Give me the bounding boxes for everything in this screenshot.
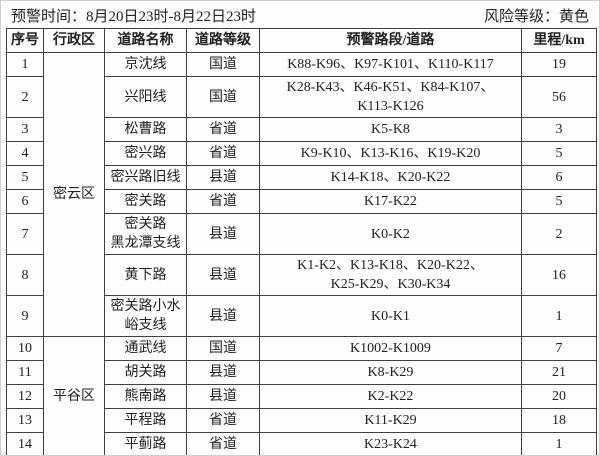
cell-road-name: 黄下路 bbox=[104, 254, 187, 296]
cell-mileage: 16 bbox=[521, 254, 597, 296]
cell-road-grade: 县道 bbox=[186, 360, 260, 385]
cell-district: 平谷区 bbox=[43, 336, 105, 455]
cell-warning-segments: K14-K18、K20-K22 bbox=[259, 165, 522, 190]
cell-road-grade: 县道 bbox=[186, 254, 260, 296]
cell-serial-number: 4 bbox=[6, 141, 44, 166]
table-row: 3 松曹路 省道 K5-K8 3 bbox=[6, 117, 597, 142]
cell-road-grade: 县道 bbox=[186, 213, 260, 255]
table-row: 6 密关路 省道 K17-K22 5 bbox=[6, 189, 597, 214]
cell-warning-segments: K8-K29 bbox=[259, 360, 522, 385]
title-bar: 预警时间：8月20日23时-8月22日23时 风险等级：黄色 bbox=[1, 1, 599, 28]
column-header-3: 道路名称 bbox=[104, 28, 187, 53]
cell-mileage: 5 bbox=[521, 189, 597, 214]
cell-road-grade: 县道 bbox=[186, 384, 260, 409]
warning-table: 序号 行政区 道路名称 道路等级 预警路段/道路 里程/km 1 密云区 京沈线 国道 K88-K… bbox=[6, 28, 597, 455]
warning-time-label: 预警时间：8月20日23时-8月22日23时 bbox=[11, 9, 256, 25]
table-row: 12 熊南路 县道 K2-K22 20 bbox=[6, 384, 597, 409]
column-header-1: 序号 bbox=[6, 28, 44, 53]
cell-road-name: 胡关路 bbox=[104, 360, 187, 385]
cell-road-grade: 省道 bbox=[186, 141, 260, 166]
risk-level-label: 风险等级：黄色 bbox=[483, 9, 589, 25]
cell-road-grade: 省道 bbox=[186, 408, 260, 433]
cell-serial-number: 5 bbox=[6, 165, 44, 190]
cell-road-name: 密兴路旧线 bbox=[104, 165, 187, 190]
cell-road-name: 松曹路 bbox=[104, 117, 187, 142]
cell-serial-number: 12 bbox=[6, 384, 44, 409]
cell-warning-segments: K0-K2 bbox=[259, 213, 522, 255]
column-header-4: 道路等级 bbox=[186, 28, 260, 53]
cell-serial-number: 11 bbox=[6, 360, 44, 385]
cell-warning-segments: K23-K24 bbox=[259, 432, 522, 455]
cell-serial-number: 2 bbox=[6, 76, 44, 118]
cell-road-name: 兴阳线 bbox=[104, 76, 187, 118]
table-row: 4 密兴路 省道 K9-K10、K13-K16、K19-K20 5 bbox=[6, 141, 597, 166]
cell-mileage: 56 bbox=[521, 76, 597, 118]
cell-warning-segments: K1-K2、K13-K18、K20-K22、 K25-K29、K30-K34 bbox=[259, 254, 522, 296]
cell-road-name: 通武线 bbox=[104, 336, 187, 361]
cell-serial-number: 1 bbox=[6, 52, 44, 77]
cell-mileage: 1 bbox=[521, 295, 597, 337]
cell-road-name: 密兴路 bbox=[104, 141, 187, 166]
cell-serial-number: 7 bbox=[6, 213, 44, 255]
table-row: 7 密关路 黑龙潭支线 县道 K0-K2 2 bbox=[6, 213, 597, 255]
cell-mileage: 2 bbox=[521, 213, 597, 255]
table-row: 5 密兴路旧线 县道 K14-K18、K20-K22 6 bbox=[6, 165, 597, 190]
cell-mileage: 18 bbox=[521, 408, 597, 433]
column-header-5: 预警路段/道路 bbox=[259, 28, 522, 53]
table-row: 14 平蓟路 省道 K23-K24 1 bbox=[6, 432, 597, 455]
cell-warning-segments: K17-K22 bbox=[259, 189, 522, 214]
cell-serial-number: 3 bbox=[6, 117, 44, 142]
cell-warning-segments: K2-K22 bbox=[259, 384, 522, 409]
table-row: 1 密云区 京沈线 国道 K88-K96、K97-K101、K110-K117 19 bbox=[6, 52, 597, 337]
table-row: 10 平谷区 通武线 国道 K1002-K1009 7 bbox=[6, 336, 597, 455]
cell-road-name: 密关路小水 峪支线 bbox=[104, 295, 187, 337]
cell-warning-segments: K28-K43、K46-K51、K84-K107、 K113-K126 bbox=[259, 76, 522, 118]
column-header-6: 里程/km bbox=[521, 28, 597, 53]
cell-road-grade: 国道 bbox=[186, 52, 260, 77]
cell-mileage: 6 bbox=[521, 165, 597, 190]
cell-mileage: 21 bbox=[521, 360, 597, 385]
cell-serial-number: 9 bbox=[6, 295, 44, 337]
cell-road-grade: 省道 bbox=[186, 117, 260, 142]
cell-mileage: 5 bbox=[521, 141, 597, 166]
cell-serial-number: 8 bbox=[6, 254, 44, 296]
cell-warning-segments: K5-K8 bbox=[259, 117, 522, 142]
cell-mileage: 1 bbox=[521, 432, 597, 455]
cell-road-name: 平蓟路 bbox=[104, 432, 187, 455]
cell-road-name: 密关路 黑龙潭支线 bbox=[104, 213, 187, 255]
cell-road-name: 熊南路 bbox=[104, 384, 187, 409]
cell-road-grade: 省道 bbox=[186, 432, 260, 455]
cell-serial-number: 10 bbox=[6, 336, 44, 361]
cell-warning-segments: K9-K10、K13-K16、K19-K20 bbox=[259, 141, 522, 166]
cell-road-grade: 国道 bbox=[186, 76, 260, 118]
cell-warning-segments: K1002-K1009 bbox=[259, 336, 522, 361]
cell-mileage: 20 bbox=[521, 384, 597, 409]
cell-mileage: 7 bbox=[521, 336, 597, 361]
table-header-row: 序号 行政区 道路名称 道路等级 预警路段/道路 里程/km bbox=[6, 28, 597, 53]
cell-mileage: 3 bbox=[521, 117, 597, 142]
cell-serial-number: 14 bbox=[6, 432, 44, 455]
cell-road-name: 密关路 bbox=[104, 189, 187, 214]
table-row: 8 黄下路 县道 K1-K2、K13-K18、K20-K22、 K25-K29、K30… bbox=[6, 254, 597, 296]
table-row: 9 密关路小水 峪支线 县道 K0-K1 1 bbox=[6, 295, 597, 337]
cell-district: 密云区 bbox=[43, 52, 105, 337]
cell-road-grade: 省道 bbox=[186, 189, 260, 214]
cell-road-grade: 县道 bbox=[186, 295, 260, 337]
table-row: 13 平程路 省道 K11-K29 18 bbox=[6, 408, 597, 433]
cell-road-grade: 国道 bbox=[186, 336, 260, 361]
cell-warning-segments: K88-K96、K97-K101、K110-K117 bbox=[259, 52, 522, 77]
column-header-2: 行政区 bbox=[43, 28, 105, 53]
cell-warning-segments: K11-K29 bbox=[259, 408, 522, 433]
cell-road-name: 平程路 bbox=[104, 408, 187, 433]
cell-serial-number: 6 bbox=[6, 189, 44, 214]
cell-serial-number: 13 bbox=[6, 408, 44, 433]
cell-road-name: 京沈线 bbox=[104, 52, 187, 77]
cell-mileage: 19 bbox=[521, 52, 597, 77]
cell-warning-segments: K0-K1 bbox=[259, 295, 522, 337]
cell-road-grade: 县道 bbox=[186, 165, 260, 190]
